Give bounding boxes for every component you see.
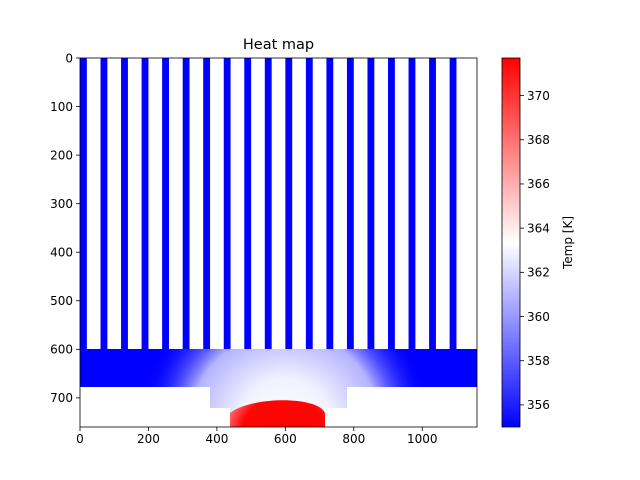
fin [182, 58, 190, 350]
x-axis: 0 200 400 600 800 1000 [76, 427, 438, 446]
y-tick-label: 0 [65, 51, 73, 65]
x-tick-label: 400 [205, 432, 228, 446]
plot-frame [79, 57, 478, 428]
y-tick-label: 700 [50, 391, 73, 405]
x-tick-label: 200 [137, 432, 160, 446]
colorbar-tick-label: 360 [527, 310, 550, 324]
fin [244, 58, 252, 350]
colorbar-tick-label: 362 [527, 266, 550, 280]
fin-group [80, 58, 457, 350]
y-tick-label: 300 [50, 197, 73, 211]
fin [429, 58, 436, 350]
colorbar-tick-label: 368 [527, 133, 550, 147]
plot-area: 0 200 400 600 800 1000 0 100 200 300 400 500 600 700 [50, 51, 478, 446]
chart-title: Heat map [243, 37, 314, 53]
fin [326, 58, 334, 350]
x-tick-label: 0 [76, 432, 84, 446]
x-tick-label: 1000 [407, 432, 438, 446]
y-tick-label: 600 [50, 343, 73, 357]
x-tick-label: 600 [274, 432, 297, 446]
fin [449, 58, 457, 350]
colorbar-tick-label: 364 [527, 221, 550, 235]
colorbar-tick-label: 370 [527, 89, 550, 103]
fin [223, 58, 231, 350]
colorbar: 356 358 360 362 364 366 368 370 Temp [K] [501, 57, 575, 428]
fin [285, 58, 293, 350]
fin [141, 58, 149, 350]
fin [100, 58, 108, 350]
fin [264, 58, 272, 350]
fin [162, 58, 169, 350]
y-tick-label: 100 [50, 100, 73, 114]
colorbar-tick-label: 356 [527, 398, 550, 412]
colorbar-tick-label: 358 [527, 354, 550, 368]
colorbar-label: Temp [K] [561, 216, 575, 270]
fin [408, 58, 416, 350]
fin [121, 58, 128, 350]
heat-source [230, 400, 325, 427]
y-axis: 0 100 200 300 400 500 600 700 [50, 51, 80, 405]
x-tick-label: 800 [342, 432, 365, 446]
colorbar-gradient [501, 57, 521, 428]
fin [80, 58, 87, 350]
fin [388, 58, 395, 350]
y-tick-label: 400 [50, 246, 73, 260]
y-tick-label: 500 [50, 294, 73, 308]
fin [203, 58, 211, 350]
colorbar-ticks: 356 358 360 362 364 366 368 370 [520, 89, 550, 412]
colorbar-tick-label: 366 [527, 177, 550, 191]
y-tick-label: 200 [50, 148, 73, 162]
fin [305, 58, 313, 350]
fin [367, 58, 375, 350]
fin [346, 58, 354, 350]
